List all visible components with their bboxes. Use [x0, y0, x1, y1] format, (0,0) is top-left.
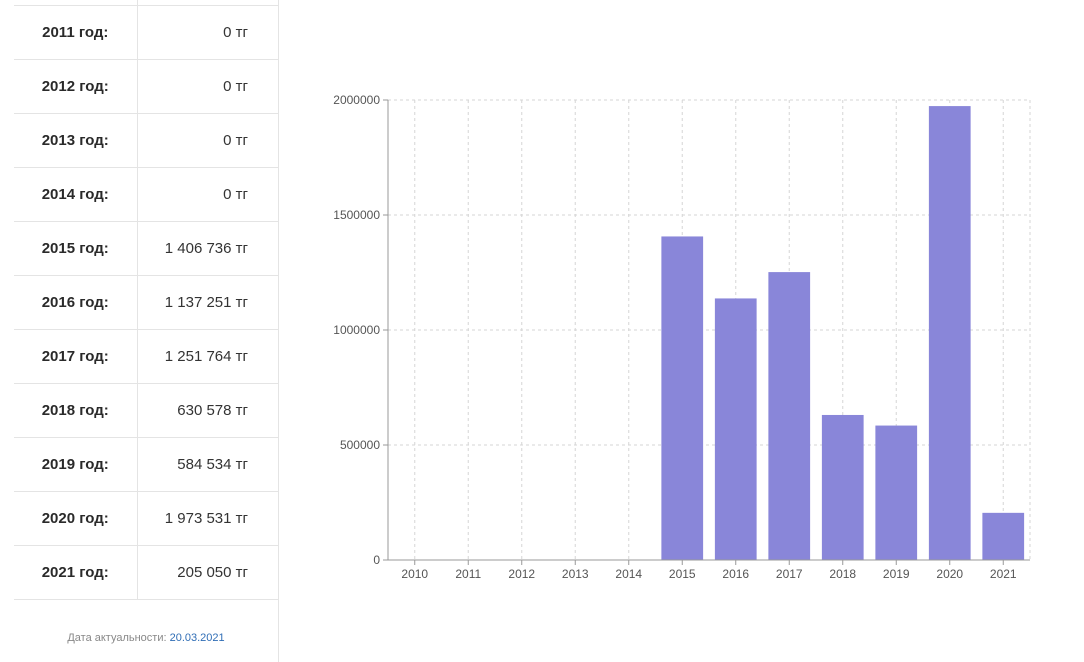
table-row: 2020 год: 1 973 531 тг [14, 491, 278, 546]
table-row: 2015 год: 1 406 736 тг [14, 221, 278, 276]
bar-2015 [661, 236, 704, 560]
data-date-value: 20.03.2021 [169, 632, 225, 644]
x-tick-label: 2014 [615, 567, 642, 581]
amount-cell: 630 578 тг [137, 383, 278, 438]
amount-cell: 1 251 764 тг [137, 329, 278, 384]
amount-cell: 0 тг [137, 5, 278, 60]
amount-cell: 1 406 736 тг [137, 221, 278, 276]
year-cell: 2016 год: [14, 275, 138, 330]
bar-2018 [821, 414, 864, 560]
year-cell: 2013 год: [14, 113, 138, 168]
x-tick-label: 2019 [883, 567, 910, 581]
x-tick-label: 2015 [669, 567, 696, 581]
x-tick-label: 2010 [401, 567, 428, 581]
table-row: 2019 год: 584 534 тг [14, 437, 278, 492]
amount-cell: 1 973 531 тг [137, 491, 278, 546]
chart-bars [661, 106, 1025, 561]
amount-cell: 0 тг [137, 59, 278, 114]
x-tick-label: 2013 [562, 567, 589, 581]
amount-cell: 0 тг [137, 113, 278, 168]
x-tick-label: 2020 [936, 567, 963, 581]
year-cell: 2019 год: [14, 437, 138, 492]
year-cell: 2015 год: [14, 221, 138, 276]
year-cell: 2011 год: [14, 5, 138, 60]
table-row: 2014 год: 0 тг [14, 167, 278, 222]
year-cell: 2012 год: [14, 59, 138, 114]
year-cell: 2014 год: [14, 167, 138, 222]
x-tick-label: 2018 [829, 567, 856, 581]
bar-2021 [982, 512, 1025, 560]
table-row: 2018 год: 630 578 тг [14, 383, 278, 438]
x-tick-label: 2011 [455, 567, 481, 581]
bar-2017 [768, 272, 811, 560]
year-cell: 2021 год: [14, 545, 138, 600]
table-row: 2017 год: 1 251 764 тг [14, 329, 278, 384]
amount-cell: 205 050 тг [137, 545, 278, 600]
table-row: 2021 год: 205 050 тг [14, 545, 278, 600]
bar-2019 [875, 425, 918, 560]
year-cell: 2017 год: [14, 329, 138, 384]
bar-2016 [714, 298, 757, 560]
y-tick-label: 0 [373, 553, 380, 567]
x-tick-label: 2016 [722, 567, 749, 581]
x-tick-label: 2017 [776, 567, 803, 581]
y-tick-label: 1000000 [333, 323, 380, 337]
data-date-label: Дата актуальности: [67, 632, 170, 644]
x-tick-label: 2012 [508, 567, 535, 581]
y-tick-label: 1500000 [333, 208, 380, 222]
amount-cell: 1 137 251 тг [137, 275, 278, 330]
y-tick-label: 2000000 [333, 93, 380, 107]
amount-cell: 584 534 тг [137, 437, 278, 492]
year-cell: 2020 год: [14, 491, 138, 546]
y-tick-label: 500000 [340, 438, 380, 452]
data-date-note: Дата актуальности: 20.03.2021 [14, 632, 278, 644]
table-row: 2013 год: 0 тг [14, 113, 278, 168]
revenue-bar-chart: 0 500000 1000000 1500000 2000000 2010 2011 2012… [333, 93, 1031, 581]
year-cell: 2018 год: [14, 383, 138, 438]
chart-axes: 0 500000 1000000 1500000 2000000 2010 2011 2012… [333, 93, 1030, 581]
table-row: 2016 год: 1 137 251 тг [14, 275, 278, 330]
x-tick-label: 2021 [990, 567, 1017, 581]
bar-2020 [928, 106, 971, 561]
table-row: 2011 год: 0 тг [14, 5, 278, 60]
table-row: 2012 год: 0 тг [14, 59, 278, 114]
amount-cell: 0 тг [137, 167, 278, 222]
